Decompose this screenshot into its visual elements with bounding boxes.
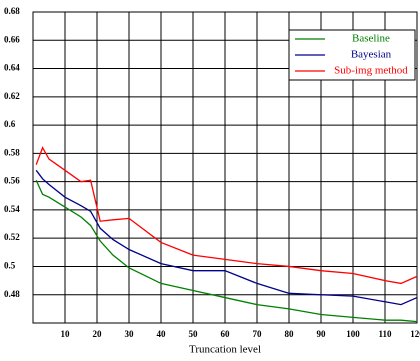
y-tick-label: 0.48 bbox=[4, 289, 20, 299]
x-tick-label: 10 bbox=[61, 329, 71, 339]
plot-frame bbox=[32, 11, 418, 324]
x-axis-label: Truncation level bbox=[189, 344, 261, 356]
y-tick-label: 0.56 bbox=[4, 176, 20, 186]
y-tick-label: 0.52 bbox=[4, 232, 20, 242]
y-tick-label: 0.66 bbox=[4, 34, 20, 44]
x-tick-label: 120 bbox=[410, 329, 420, 339]
x-tick-label: 80 bbox=[285, 329, 295, 339]
x-tick-label: 30 bbox=[125, 329, 135, 339]
legend-label: Baseline bbox=[352, 33, 390, 45]
y-tick-label: 0.54 bbox=[4, 204, 20, 214]
y-tick-label: 0.64 bbox=[4, 63, 20, 73]
x-tick-label: 90 bbox=[317, 329, 327, 339]
x-tick-label: 100 bbox=[346, 329, 360, 339]
x-tick-label: 110 bbox=[378, 329, 392, 339]
x-tick-label: 20 bbox=[93, 329, 103, 339]
x-tick-label: 40 bbox=[157, 329, 167, 339]
y-tick-label: 0.68 bbox=[4, 6, 20, 16]
y-tick-label: 0.5 bbox=[4, 261, 16, 271]
y-tick-label: 0.62 bbox=[4, 91, 20, 101]
data-line bbox=[35, 179, 418, 323]
data-line bbox=[35, 169, 418, 306]
y-tick-label: 0.58 bbox=[4, 147, 20, 157]
x-tick-label: 50 bbox=[189, 329, 199, 339]
legend-label: Bayesian bbox=[351, 49, 392, 61]
data-line bbox=[35, 146, 418, 285]
y-tick-label: 0.6 bbox=[4, 119, 16, 129]
x-tick-label: 70 bbox=[253, 329, 263, 339]
x-tick-label: 60 bbox=[221, 329, 231, 339]
legend-label: Sub-img method bbox=[334, 65, 408, 77]
